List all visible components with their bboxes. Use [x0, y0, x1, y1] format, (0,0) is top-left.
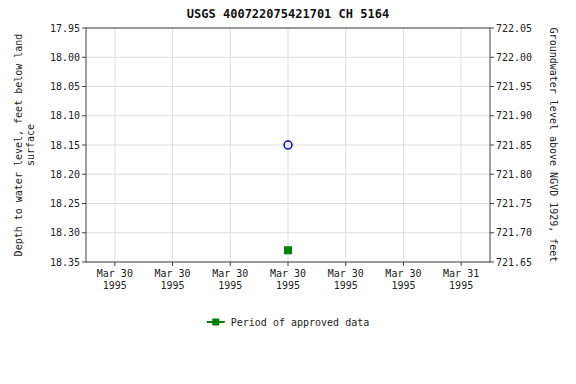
tick-label: 722.00: [496, 52, 532, 63]
tick: [82, 145, 86, 146]
y2-axis: 722.05 722.00 721.95 721.90 721.85 721.80 721.…: [490, 23, 532, 268]
tick: [82, 232, 86, 233]
series: [284, 141, 292, 149]
grid-line: [403, 28, 404, 262]
tick-label: 17.95: [50, 23, 80, 34]
tick-label: 721.75: [496, 198, 532, 209]
legend-marker: [212, 319, 219, 326]
tick: [82, 262, 86, 263]
tick: [82, 86, 86, 87]
tick: [172, 262, 173, 266]
tick-label: 721.90: [496, 110, 532, 121]
grid-line: [288, 28, 289, 262]
tick-label: Mar 301995: [155, 268, 191, 291]
tick: [82, 57, 86, 58]
tick-label-line: 1995: [276, 280, 300, 291]
tick-label-line: Mar 30: [155, 268, 191, 279]
tick: [490, 28, 494, 29]
tick-label-line: 1995: [218, 280, 242, 291]
tick: [288, 262, 289, 266]
grid-line: [172, 28, 173, 262]
tick-label: Mar 301995: [212, 268, 248, 291]
tick: [490, 262, 494, 263]
tick-label: Mar 301995: [270, 268, 306, 291]
tick: [490, 174, 494, 175]
data-layer: [284, 141, 292, 254]
tick: [490, 57, 494, 58]
tick-label: 18.35: [50, 257, 80, 268]
tick-label: 721.70: [496, 227, 532, 238]
point: [285, 247, 292, 254]
tick: [490, 115, 494, 116]
grid-line: [230, 28, 231, 262]
series: [285, 247, 292, 254]
tick-label: 18.00: [50, 52, 80, 63]
grid-line: [114, 28, 115, 262]
tick: [345, 262, 346, 266]
tick-label-line: Mar 30: [270, 268, 306, 279]
chart: 17.95 18.00 18.05 18.10 18.15 18.20 18.25 18.30…: [0, 0, 576, 384]
legend-label: Period of approved data: [231, 317, 369, 328]
x-axis: Mar 301995Mar 301995Mar 301995Mar 301995…: [97, 262, 479, 291]
tick-label: 18.20: [50, 169, 80, 180]
point: [284, 141, 292, 149]
tick-label-line: 1995: [161, 280, 185, 291]
tick-label: 722.05: [496, 23, 532, 34]
axis-label-line: surface: [25, 124, 36, 166]
grid: [86, 28, 490, 262]
tick: [114, 262, 115, 266]
y-axis-label: Depth to water level, feet below landsur…: [13, 34, 36, 257]
tick-label: Mar 301995: [328, 268, 364, 291]
tick-label-line: 1995: [391, 280, 415, 291]
tick-label-line: Mar 30: [97, 268, 133, 279]
tick-label: 18.30: [50, 227, 80, 238]
legend: Period of approved data: [207, 317, 369, 328]
tick-label: 18.15: [50, 140, 80, 151]
tick: [82, 203, 86, 204]
grid-line: [345, 28, 346, 262]
tick: [82, 28, 86, 29]
tick-label: Mar 311995: [443, 268, 479, 291]
axis-label-line: Depth to water level, feet below land: [13, 34, 24, 257]
tick: [490, 86, 494, 87]
tick-label-line: 1995: [449, 280, 473, 291]
tick: [82, 174, 86, 175]
tick-label-line: Mar 30: [385, 268, 421, 279]
tick-label-line: Mar 31: [443, 268, 479, 279]
tick: [490, 232, 494, 233]
tick-label-line: 1995: [103, 280, 127, 291]
tick: [490, 203, 494, 204]
y-axis: 17.95 18.00 18.05 18.10 18.15 18.20 18.25 18.30…: [50, 23, 86, 268]
title: USGS 400722075421701 CH 5164: [187, 7, 389, 21]
tick-label: 721.65: [496, 257, 532, 268]
tick-label: 721.95: [496, 81, 532, 92]
tick: [403, 262, 404, 266]
tick: [490, 145, 494, 146]
tick-label: 18.25: [50, 198, 80, 209]
tick-label: Mar 301995: [97, 268, 133, 291]
tick: [82, 115, 86, 116]
tick-label-line: Mar 30: [328, 268, 364, 279]
tick-label: 721.85: [496, 140, 532, 151]
y2-axis-label: Groundwater level above NGVD 1929, feet: [548, 28, 559, 263]
tick-label: 721.80: [496, 169, 532, 180]
tick-label-line: Mar 30: [212, 268, 248, 279]
tick-label: 18.10: [50, 110, 80, 121]
plot-frame: [86, 28, 490, 262]
tick: [230, 262, 231, 266]
grid-line: [461, 28, 462, 262]
tick-label: 18.05: [50, 81, 80, 92]
tick-label-line: 1995: [334, 280, 358, 291]
tick: [461, 262, 462, 266]
tick-label: Mar 301995: [385, 268, 421, 291]
